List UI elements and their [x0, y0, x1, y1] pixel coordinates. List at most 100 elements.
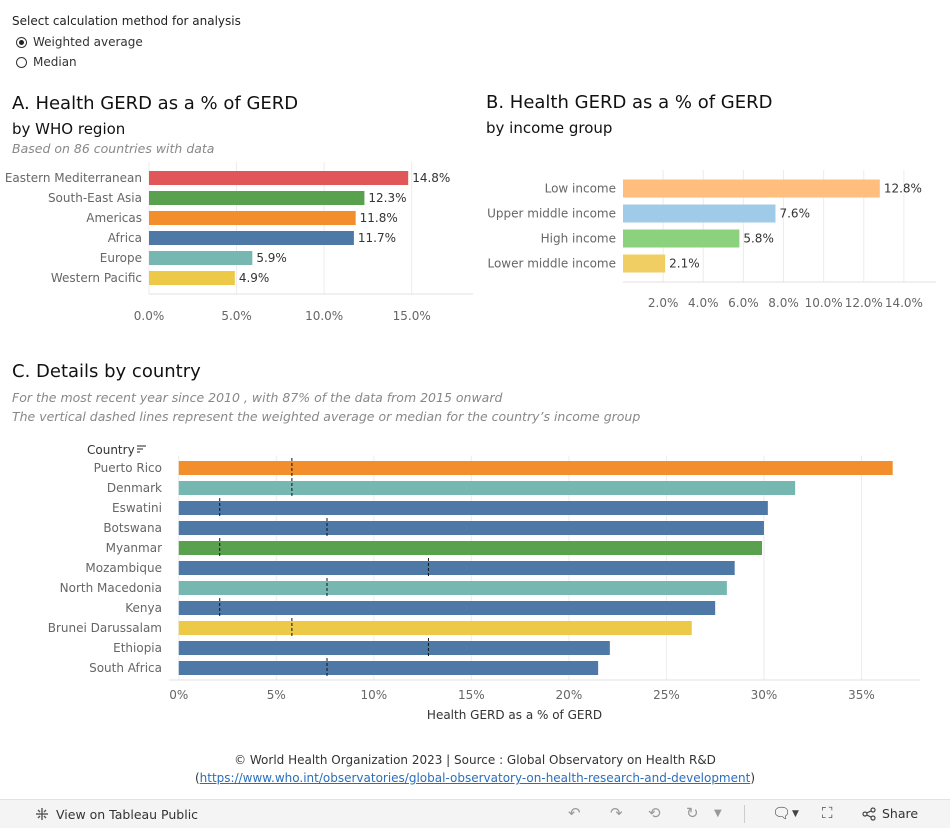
radio-weighted-average[interactable]: Weighted average: [16, 35, 143, 49]
chart-a-note: Based on 86 countries with data: [12, 141, 215, 156]
bar: [149, 211, 356, 225]
category-label: High income: [541, 232, 616, 246]
bar: [178, 541, 762, 555]
bar: [178, 481, 796, 495]
chevron-down-icon-2[interactable]: ▼: [792, 809, 799, 819]
chevron-down-icon[interactable]: ▼: [714, 808, 722, 819]
category-label: Eswatini: [112, 501, 162, 515]
footer-paren-close: ): [750, 771, 756, 785]
bar: [178, 501, 768, 515]
x-tick-label: 5.0%: [221, 309, 252, 320]
chart-c-note-1: For the most recent year since 2010 , wi…: [12, 390, 503, 405]
x-tick-label: 10.0%: [805, 296, 843, 310]
x-tick-label: 35%: [848, 688, 875, 702]
x-tick-label: 14.0%: [885, 296, 923, 310]
bar: [149, 191, 365, 205]
x-tick-label: 30%: [751, 688, 778, 702]
category-label: Eastern Mediterranean: [5, 171, 142, 185]
category-label: Africa: [108, 231, 142, 245]
category-label: Ethiopia: [113, 641, 162, 655]
tableau-toolbar: View on Tableau Public ↶ ↷ ⟲ ↻ ▼ 🗨 ▼ ⛶ S…: [0, 799, 950, 828]
data-label: 4.9%: [239, 271, 270, 285]
data-label: 2.1%: [669, 257, 700, 271]
category-label: Puerto Rico: [94, 461, 162, 475]
x-axis-title: Health GERD as a % of GERD: [427, 708, 602, 722]
undo-icon[interactable]: ↶: [568, 804, 581, 822]
bar: [149, 251, 253, 265]
chart-b-subtitle: by income group: [486, 119, 613, 137]
radio-unchecked-icon[interactable]: [16, 56, 27, 68]
category-label: Upper middle income: [487, 207, 616, 221]
bar: [178, 641, 610, 655]
category-label: Western Pacific: [51, 271, 142, 285]
radio-median-label: Median: [33, 55, 77, 69]
category-label: Low income: [545, 182, 616, 196]
data-label: 11.7%: [358, 231, 396, 245]
share-icon: [862, 806, 876, 821]
data-label: 12.8%: [884, 182, 922, 196]
country-header: Country: [87, 443, 135, 457]
category-label: Mozambique: [85, 561, 162, 575]
x-tick-label: 0%: [169, 688, 188, 702]
sort-icon: [137, 445, 146, 453]
chart-c-title: C. Details by country: [12, 361, 201, 382]
chart-a-subtitle: by WHO region: [12, 120, 126, 138]
revert-icon[interactable]: ⟲: [648, 804, 661, 822]
chart-a-region: 0.0% 5.0% 10.0% 15.0% Eastern Mediterranean 1…: [5, 162, 473, 320]
x-tick-label: 12.0%: [845, 296, 883, 310]
bar: [178, 581, 727, 595]
share-label: Share: [882, 806, 919, 821]
chart-c-country: 0% 5% 10% 15% 20% 25% 30% 35% Puerto Rico Denmark…: [48, 443, 920, 722]
radio-checked-icon[interactable]: [16, 36, 27, 48]
comment-icon[interactable]: 🗨: [772, 804, 792, 822]
bar: [178, 621, 692, 635]
x-tick-label: 8.0%: [768, 296, 799, 310]
data-label: 5.8%: [743, 232, 774, 246]
bar: [149, 231, 354, 245]
data-label: 7.6%: [779, 207, 810, 221]
view-on-tableau-label: View on Tableau Public: [56, 806, 199, 822]
data-label: 14.8%: [412, 171, 450, 185]
category-label: South Africa: [89, 661, 162, 675]
chart-b-income: 2.0% 4.0% 6.0% 8.0% 10.0% 12.0% 14.0% Low incom…: [487, 170, 936, 310]
redo-icon[interactable]: ↷: [610, 804, 623, 822]
bar: [149, 271, 235, 285]
x-tick-label: 10.0%: [305, 309, 343, 320]
x-tick-label: 5%: [267, 688, 286, 702]
data-label: 12.3%: [368, 191, 406, 205]
view-on-tableau-button[interactable]: View on Tableau Public: [34, 806, 198, 822]
x-tick-label: 2.0%: [648, 296, 679, 310]
bar: [178, 521, 764, 535]
refresh-icon[interactable]: ↻: [686, 804, 699, 822]
x-tick-label: 15%: [458, 688, 485, 702]
x-tick-label: 25%: [653, 688, 680, 702]
footer-copyright: © World Health Organization 2023 | Sourc…: [234, 753, 716, 767]
chart-a-title: A. Health GERD as a % of GERD: [12, 93, 299, 114]
radio-median[interactable]: Median: [16, 55, 77, 69]
category-label: Myanmar: [106, 541, 162, 555]
radio-weighted-average-label: Weighted average: [33, 35, 143, 49]
category-label: Denmark: [107, 481, 162, 495]
bar: [178, 661, 599, 675]
category-label: Europe: [100, 251, 142, 265]
bar: [149, 171, 409, 185]
category-label: Kenya: [125, 601, 162, 615]
share-button[interactable]: Share: [862, 806, 918, 821]
category-label: Lower middle income: [487, 257, 616, 271]
bar: [623, 254, 666, 273]
category-label: North Macedonia: [60, 581, 162, 595]
footer-source-link[interactable]: https://www.who.int/observatories/global…: [199, 771, 751, 785]
bar: [623, 204, 776, 223]
category-label: Brunei Darussalam: [48, 621, 162, 635]
footer-paren-open: (: [194, 771, 200, 785]
category-label: Botswana: [103, 521, 162, 535]
bar: [178, 601, 716, 615]
tableau-icon: [36, 808, 48, 820]
x-tick-label: 0.0%: [134, 309, 165, 320]
chart-b-title: B. Health GERD as a % of GERD: [486, 92, 773, 113]
category-label: Americas: [86, 211, 142, 225]
x-tick-label: 20%: [556, 688, 583, 702]
fullscreen-icon[interactable]: ⛶: [822, 804, 833, 822]
bar: [623, 179, 880, 198]
category-label: South-East Asia: [48, 191, 142, 205]
